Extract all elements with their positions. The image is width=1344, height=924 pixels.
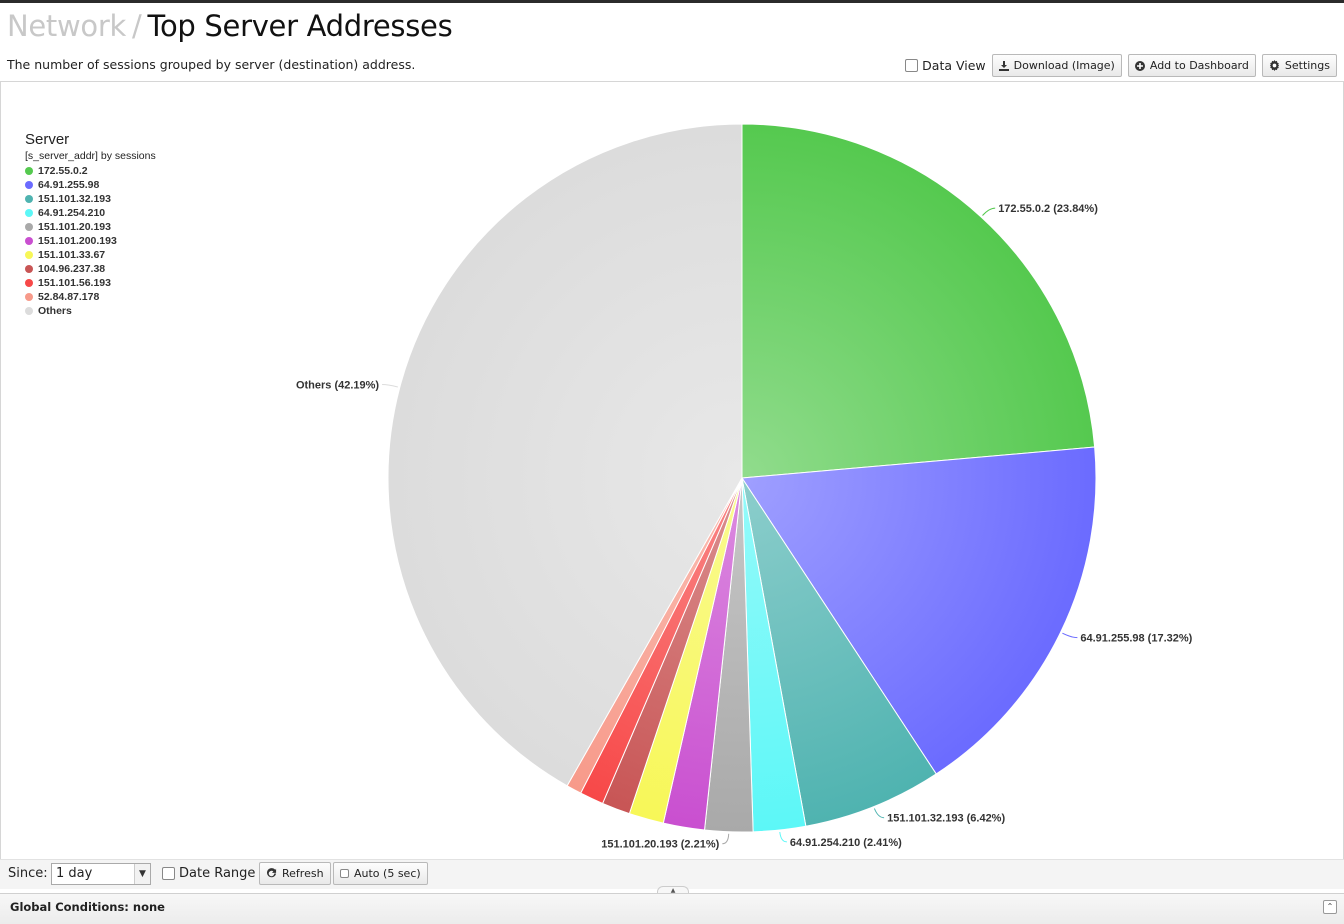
date-range-checkbox[interactable]	[162, 867, 175, 880]
settings-label: Settings	[1284, 59, 1330, 72]
add-to-dashboard-button[interactable]: Add to Dashboard	[1127, 54, 1256, 77]
top-border	[0, 0, 1344, 3]
date-range-toggle[interactable]: Date Range	[162, 866, 255, 881]
pie-labels: 172.55.0.2 (23.84%) 64.91.255.98 (17.32%)…	[296, 203, 1193, 851]
legend-item-label: 151.101.20.193	[38, 221, 111, 233]
download-icon	[998, 60, 1009, 71]
page-description: The number of sessions grouped by server…	[7, 57, 416, 72]
pie-label-connector	[982, 207, 996, 216]
data-view-checkbox[interactable]	[905, 59, 919, 72]
legend-marker	[25, 223, 33, 231]
pie-label-connector	[1062, 632, 1078, 639]
panel-resize-handle[interactable]: ▲	[657, 886, 689, 894]
breadcrumb-network[interactable]: Network	[7, 9, 126, 43]
legend-item-label: 64.91.254.210	[38, 207, 106, 219]
page-title-text: Top Server Addresses	[147, 9, 453, 43]
legend-item[interactable]: 64.91.255.98	[25, 178, 156, 192]
legend-marker	[25, 307, 33, 315]
legend-item[interactable]: 64.91.254.210	[25, 206, 156, 220]
page-title: Network / Top Server Addresses	[7, 8, 453, 44]
pie-slices	[387, 123, 1097, 833]
since-select[interactable]: 1 day ▼	[51, 863, 151, 885]
pie-label-connector	[382, 384, 398, 388]
pie-data-label: 64.91.254.210 (2.41%)	[790, 837, 902, 849]
pie-slice-151-101-32-193[interactable]	[741, 477, 937, 827]
chart-toolbar: Data View Download (Image) Add to Dashbo…	[905, 54, 1337, 77]
legend-item-label: 64.91.255.98	[38, 179, 100, 191]
legend-marker	[25, 195, 33, 203]
date-range-label: Date Range	[179, 866, 256, 881]
refresh-icon	[266, 868, 277, 878]
legend-item[interactable]: 52.84.87.178	[25, 290, 156, 304]
download-image-label: Download (Image)	[1013, 59, 1115, 72]
pie-label-connector	[722, 833, 730, 845]
legend-marker	[25, 237, 33, 245]
legend-item[interactable]: 104.96.237.38	[25, 262, 156, 276]
auto-refresh-label: Auto (5 sec)	[354, 867, 421, 880]
legend-marker	[25, 265, 33, 273]
legend-item-label: 151.101.32.193	[38, 193, 111, 205]
chart-legend: Server [s_server_addr] by sessions 172.5…	[25, 131, 156, 318]
legend-item[interactable]: Others	[25, 304, 156, 318]
legend-item[interactable]: 151.101.20.193	[25, 220, 156, 234]
legend-marker	[25, 293, 33, 301]
pie-data-label: 172.55.0.2 (23.84%)	[998, 203, 1098, 215]
settings-button[interactable]: Settings	[1261, 54, 1337, 77]
download-image-button[interactable]: Download (Image)	[991, 54, 1122, 77]
legend-item-label: 151.101.33.67	[38, 249, 106, 261]
since-label: Since:	[8, 866, 48, 881]
add-to-dashboard-label: Add to Dashboard	[1149, 59, 1249, 72]
legend-marker	[25, 181, 33, 189]
legend-marker	[25, 251, 33, 259]
auto-refresh-checkbox[interactable]	[340, 869, 349, 878]
legend-item[interactable]: 151.101.200.193	[25, 234, 156, 248]
pie-label-connector	[873, 808, 885, 819]
gear-icon	[1269, 60, 1279, 71]
legend-item-label: Others	[38, 305, 72, 317]
global-conditions-bar	[0, 893, 1344, 924]
legend-marker	[25, 167, 33, 175]
expand-conditions-icon[interactable]: ⌃	[1323, 900, 1337, 914]
pie-slice-others[interactable]	[387, 123, 743, 787]
pie-data-label: Others (42.19%)	[296, 380, 379, 392]
pie-slice-64-91-255-98[interactable]	[741, 446, 1097, 775]
global-conditions-text: Global Conditions: none	[10, 900, 165, 914]
legend-item-label: 104.96.237.38	[38, 263, 106, 275]
legend-item-label: 151.101.200.193	[38, 235, 117, 247]
pie-data-label: 151.101.20.193 (2.21%)	[601, 839, 719, 851]
refresh-button[interactable]: Refresh	[259, 862, 331, 885]
pie-data-label: 151.101.32.193 (6.42%)	[887, 813, 1005, 825]
legend-item[interactable]: 172.55.0.2	[25, 164, 156, 178]
auto-refresh-button[interactable]: Auto (5 sec)	[333, 862, 428, 885]
legend-items: 172.55.0.2 64.91.255.98 151.101.32.193 64.9…	[25, 164, 156, 318]
legend-item[interactable]: 151.101.33.67	[25, 248, 156, 262]
refresh-label: Refresh	[282, 867, 324, 880]
pie-data-label: 64.91.255.98 (17.32%)	[1080, 633, 1192, 645]
legend-subtitle: [s_server_addr] by sessions	[25, 150, 156, 162]
legend-marker	[25, 279, 33, 287]
plus-circle-icon	[1134, 60, 1145, 71]
legend-title: Server	[25, 131, 70, 148]
legend-item-label: 52.84.87.178	[38, 291, 100, 303]
legend-item[interactable]: 151.101.32.193	[25, 192, 156, 206]
legend-item-label: 172.55.0.2	[38, 165, 88, 177]
chevron-down-icon[interactable]: ▼	[134, 864, 150, 884]
legend-item[interactable]: 151.101.56.193	[25, 276, 156, 290]
pie-label-connector	[779, 831, 787, 843]
data-view-label: Data View	[922, 58, 986, 73]
time-controls-bar	[0, 859, 1344, 889]
breadcrumb-separator: /	[131, 9, 142, 43]
pie-slice-172-55-0-2[interactable]	[741, 123, 1096, 479]
legend-item-label: 151.101.56.193	[38, 277, 111, 289]
since-value: 1 day	[56, 866, 93, 881]
legend-marker	[25, 209, 33, 217]
data-view-toggle[interactable]: Data View	[905, 58, 986, 73]
